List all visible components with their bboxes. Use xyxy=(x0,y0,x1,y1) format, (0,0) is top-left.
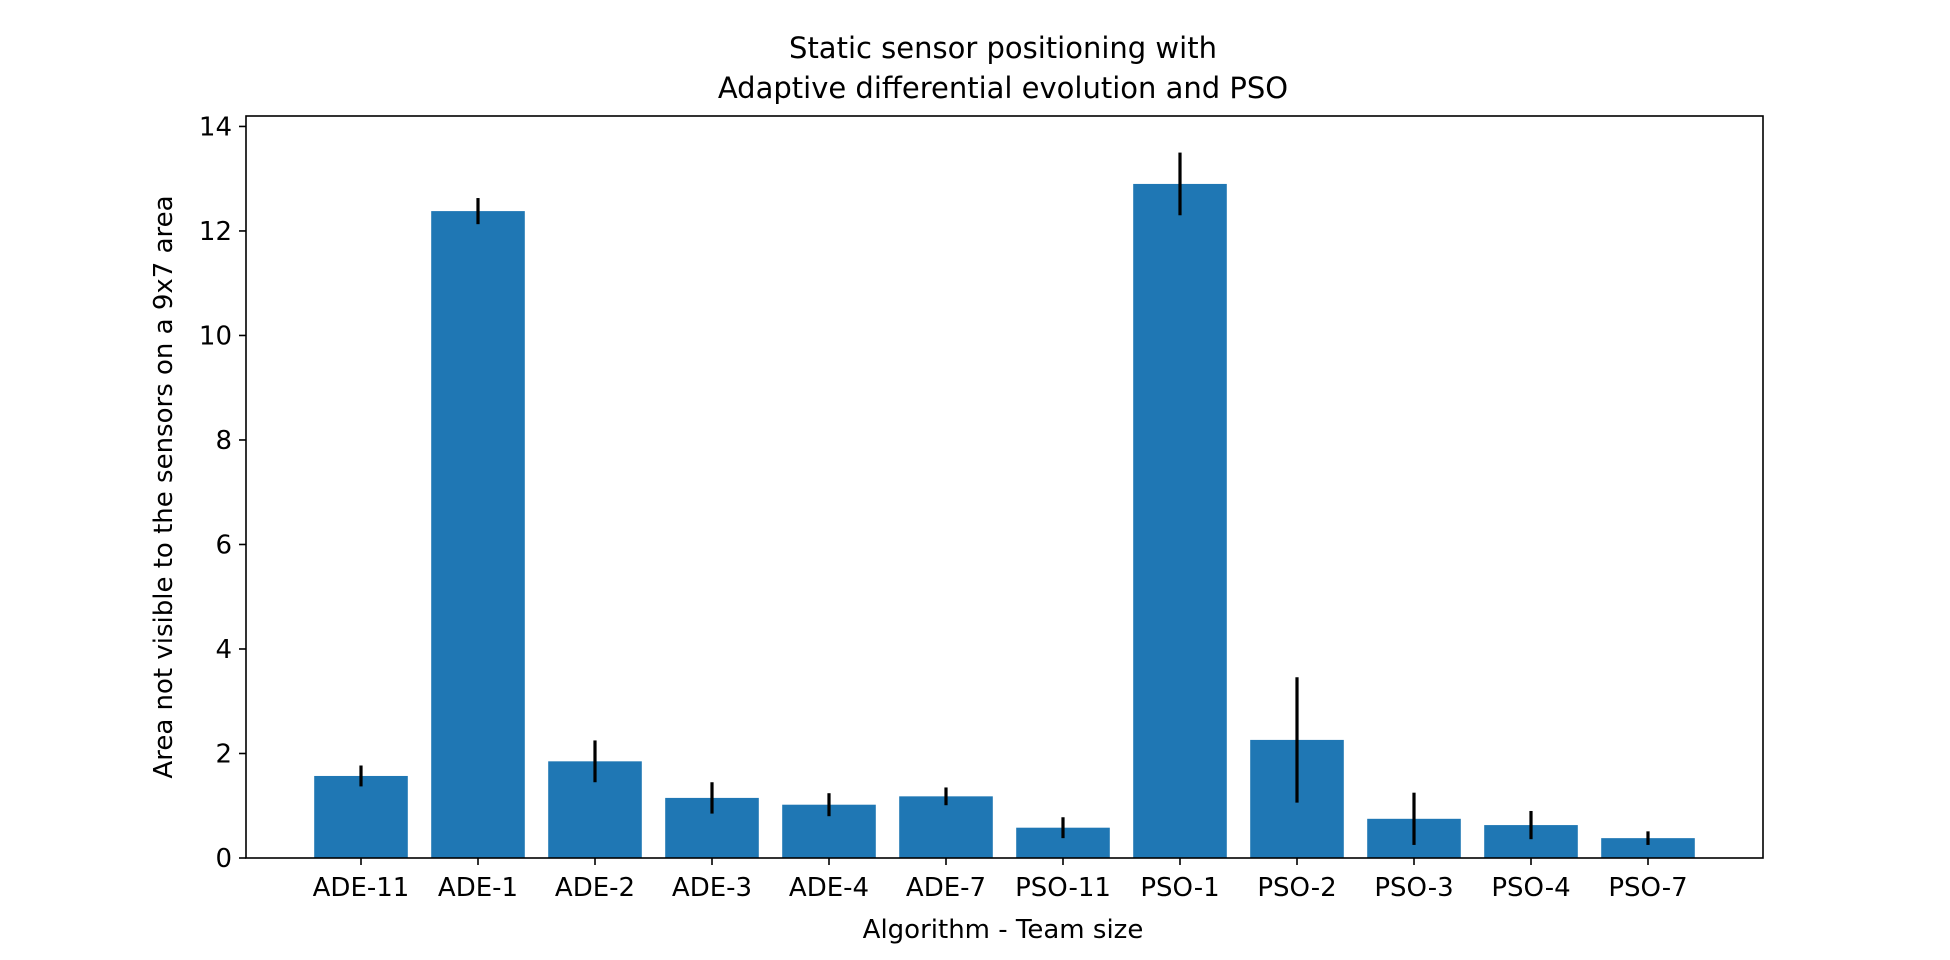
y-tick-label-10: 10 xyxy=(199,321,232,351)
bar-pso-7 xyxy=(1601,838,1695,858)
x-tick-label-pso-2: PSO-2 xyxy=(1257,873,1336,903)
x-tick-label-pso-3: PSO-3 xyxy=(1374,873,1453,903)
x-tick-label-pso-11: PSO-11 xyxy=(1015,873,1111,903)
x-tick-label-ade-11: ADE-11 xyxy=(313,873,410,903)
x-tick-label-ade-3: ADE-3 xyxy=(672,873,752,903)
x-tick-label-pso-7: PSO-7 xyxy=(1608,873,1687,903)
y-tick-label-0: 0 xyxy=(215,844,232,874)
y-tick-label-12: 12 xyxy=(199,217,232,247)
bar-ade-1 xyxy=(431,211,525,858)
x-axis: ADE-11 ADE-1 ADE-2 ADE-3 ADE-4 ADE-7 PSO-11 PSO… xyxy=(313,858,1688,903)
bar-ade-7 xyxy=(899,796,993,858)
y-tick-label-4: 4 xyxy=(215,635,232,665)
bar-ade-11 xyxy=(314,775,408,858)
chart-title-line-2: Adaptive differential evolution and PSO xyxy=(718,71,1288,105)
plot-frame xyxy=(245,115,1764,859)
y-axis-label: Area not visible to the sensors on a 9x7… xyxy=(149,195,179,778)
y-tick-label-6: 6 xyxy=(215,530,232,560)
y-tick-label-14: 14 xyxy=(199,112,232,142)
bars-group xyxy=(314,183,1695,859)
errorbars-group xyxy=(359,152,1650,845)
x-tick-label-ade-4: ADE-4 xyxy=(789,873,869,903)
x-axis-label: Algorithm - Team size xyxy=(863,915,1144,945)
y-tick-label-2: 2 xyxy=(215,739,232,769)
x-tick-label-ade-2: ADE-2 xyxy=(555,873,635,903)
chart-title-line-1: Static sensor positioning with xyxy=(789,31,1217,65)
x-tick-label-ade-1: ADE-1 xyxy=(438,873,518,903)
y-axis: 0 2 4 6 8 10 12 14 xyxy=(199,112,246,874)
y-tick-label-8: 8 xyxy=(215,426,232,456)
x-tick-label-pso-4: PSO-4 xyxy=(1491,873,1570,903)
bar-pso-1 xyxy=(1133,183,1227,859)
x-tick-label-ade-7: ADE-7 xyxy=(906,873,986,903)
x-tick-label-pso-1: PSO-1 xyxy=(1140,873,1219,903)
